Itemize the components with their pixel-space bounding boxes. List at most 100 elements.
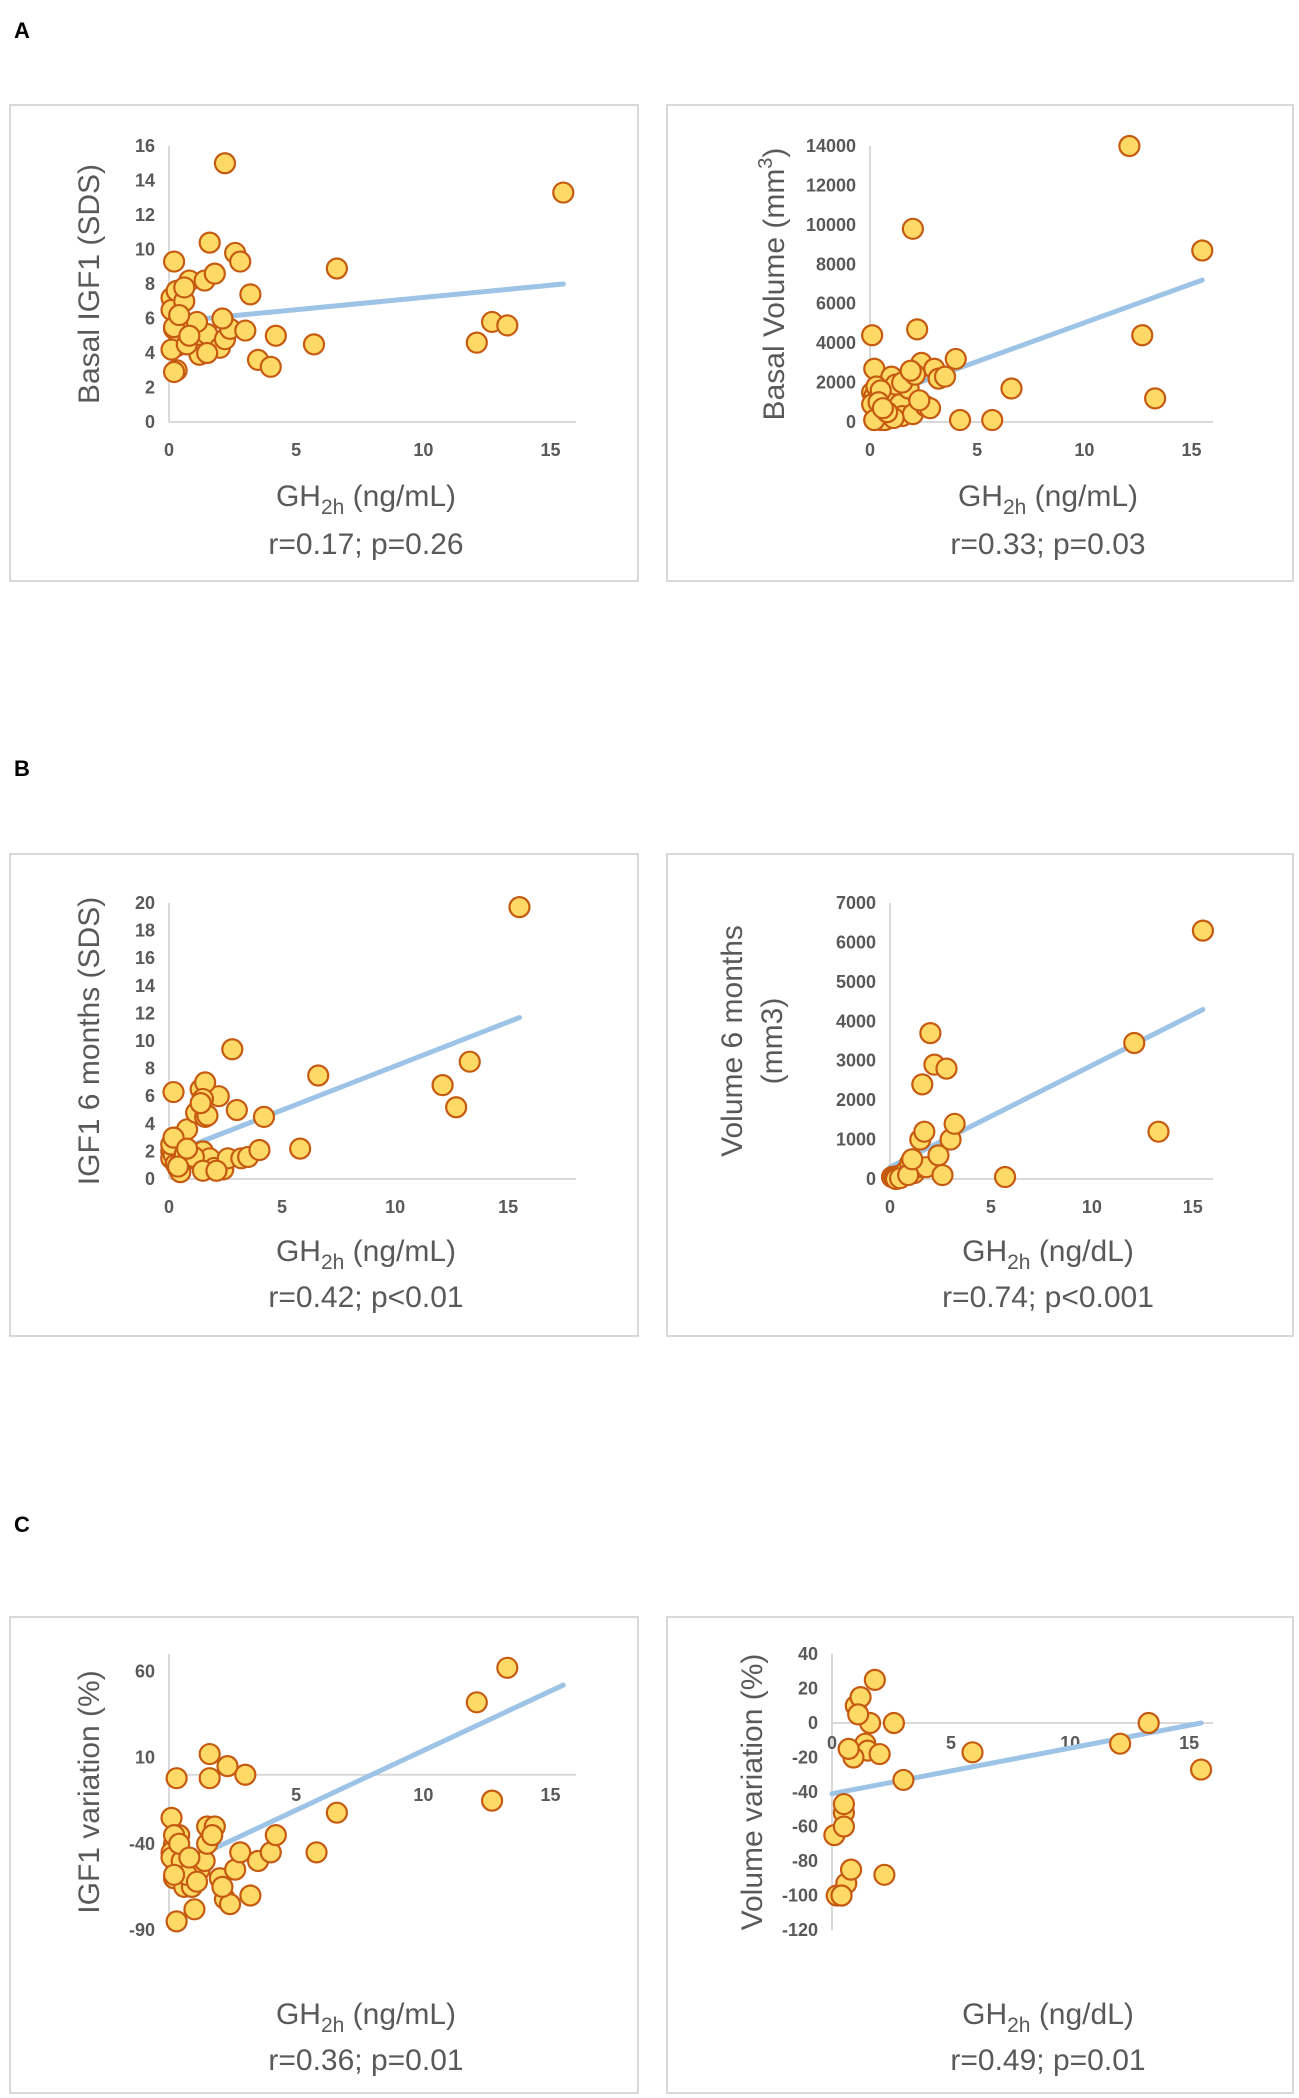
data-point — [325, 1801, 348, 1824]
data-point — [832, 1792, 856, 1816]
y-tick-label: 10 — [135, 1031, 155, 1051]
correlation-stat: r=0.74; p<0.001 — [942, 1281, 1154, 1314]
chart-c-volume: -120 -100 -80 -60 -40 -20 0 20 40 0 5 10 15 Volume va… — [666, 1616, 1294, 2094]
data-point — [168, 303, 191, 327]
data-point — [1191, 919, 1215, 942]
y-tick-label: -40 — [129, 1834, 155, 1854]
y-tick-label: 10000 — [806, 215, 856, 235]
data-point — [480, 1789, 504, 1812]
trendline — [867, 277, 1205, 403]
y-tick-label: 6000 — [836, 932, 876, 952]
y-axis-title-line2: (mm3) — [756, 998, 789, 1085]
data-point — [264, 324, 287, 347]
data-point — [431, 1074, 454, 1097]
data-point — [248, 1138, 271, 1162]
data-point — [325, 257, 348, 280]
chart-a-igf1: 0 2 4 6 8 10 12 14 16 0 5 10 15 Basal IGF1 (SDS) GH2h … — [9, 104, 639, 582]
data-point — [552, 181, 575, 204]
y-tick-label: 1000 — [836, 1130, 876, 1150]
data-point — [1189, 1758, 1213, 1781]
x-tick-label: 15 — [541, 440, 561, 460]
y-tick-label: 16 — [135, 136, 155, 156]
data-point — [198, 231, 221, 254]
chart-a-volume: 0 2000 4000 6000 8000 10000 12000 14000 0 5 10 15 Ba… — [666, 104, 1294, 582]
y-tick-label: 12 — [135, 205, 155, 225]
y-tick-label: 40 — [798, 1644, 818, 1664]
trendline — [166, 1682, 566, 1873]
data-point — [873, 1863, 896, 1886]
data-point — [162, 1080, 185, 1104]
x-axis-title: GH2h (ng/dL) — [962, 1235, 1134, 1274]
data-point — [234, 319, 257, 342]
y-tick-label: 4 — [145, 1114, 155, 1134]
y-tick-label: -60 — [792, 1817, 818, 1837]
data-point — [162, 360, 186, 384]
data-point — [508, 896, 531, 919]
y-tick-label: 4000 — [816, 333, 856, 353]
chart-svg: 0 2 4 6 8 10 12 14 16 0 5 10 15 Basal IGF1 (SDS) GH2h … — [73, 136, 576, 561]
data-point — [305, 1841, 328, 1864]
x-tick-label: 0 — [865, 440, 875, 460]
data-point — [961, 1741, 984, 1764]
data-point — [943, 1112, 966, 1135]
y-tick-label: 2000 — [816, 373, 856, 393]
data-point — [458, 1050, 481, 1073]
data-point — [189, 1092, 212, 1115]
y-tick-label: 14 — [135, 171, 155, 191]
data-point — [1123, 1031, 1146, 1055]
data-point — [868, 1742, 891, 1766]
data-point — [307, 1064, 330, 1087]
x-tick-label: 0 — [164, 440, 174, 460]
y-tick-label: 5000 — [836, 972, 876, 992]
y-tick-label: 60 — [135, 1661, 155, 1681]
x-tick-label: 10 — [413, 440, 433, 460]
y-tick-label: 4 — [145, 343, 155, 363]
data-point — [1144, 387, 1167, 410]
data-point — [1109, 1732, 1132, 1755]
data-point — [201, 1824, 224, 1847]
data-point — [221, 1038, 244, 1061]
data-point — [901, 217, 924, 240]
y-tick-label: -120 — [782, 1920, 818, 1940]
y-tick-label: 16 — [135, 948, 155, 968]
data-point — [830, 1884, 853, 1907]
correlation-stat: r=0.33; p=0.03 — [950, 528, 1145, 561]
data-point — [1191, 239, 1214, 262]
data-point — [234, 1763, 257, 1786]
data-point — [198, 1767, 221, 1790]
data-point — [289, 1137, 312, 1160]
data-point — [839, 1858, 863, 1881]
data-point — [162, 1863, 186, 1886]
x-tick-label: 5 — [972, 440, 982, 460]
data-point — [496, 314, 519, 337]
y-tick-label: 12000 — [806, 175, 856, 195]
y-tick-label: 0 — [145, 1169, 155, 1189]
data-point — [913, 1120, 936, 1143]
y-tick-label: -40 — [792, 1782, 818, 1802]
data-point — [911, 1073, 934, 1096]
data-point — [213, 152, 237, 175]
data-point — [931, 1163, 954, 1187]
y-tick-label: 20 — [135, 893, 155, 913]
correlation-stat: r=0.49; p=0.01 — [950, 2044, 1145, 2077]
y-tick-label: -90 — [129, 1920, 155, 1940]
data-point — [832, 1815, 856, 1838]
y-tick-label: 7000 — [836, 893, 876, 913]
data-point — [1000, 377, 1023, 400]
y-tick-label: 18 — [135, 921, 155, 941]
y-axis-title: Volume 6 months — [716, 925, 749, 1157]
data-point — [871, 397, 894, 420]
panel-label-b: B — [14, 756, 30, 781]
x-tick-label: 15 — [1183, 1197, 1203, 1217]
data-point — [239, 1884, 262, 1907]
data-point — [847, 1703, 870, 1726]
data-point — [906, 318, 929, 341]
y-tick-label: 4000 — [836, 1011, 876, 1031]
data-point — [1131, 324, 1154, 347]
data-point — [901, 1148, 924, 1171]
x-tick-label: 5 — [291, 1785, 301, 1805]
y-axis-title: Basal IGF1 (SDS) — [73, 164, 106, 404]
y-tick-label: 12 — [135, 1003, 155, 1023]
y-tick-label: 10 — [135, 1748, 155, 1768]
